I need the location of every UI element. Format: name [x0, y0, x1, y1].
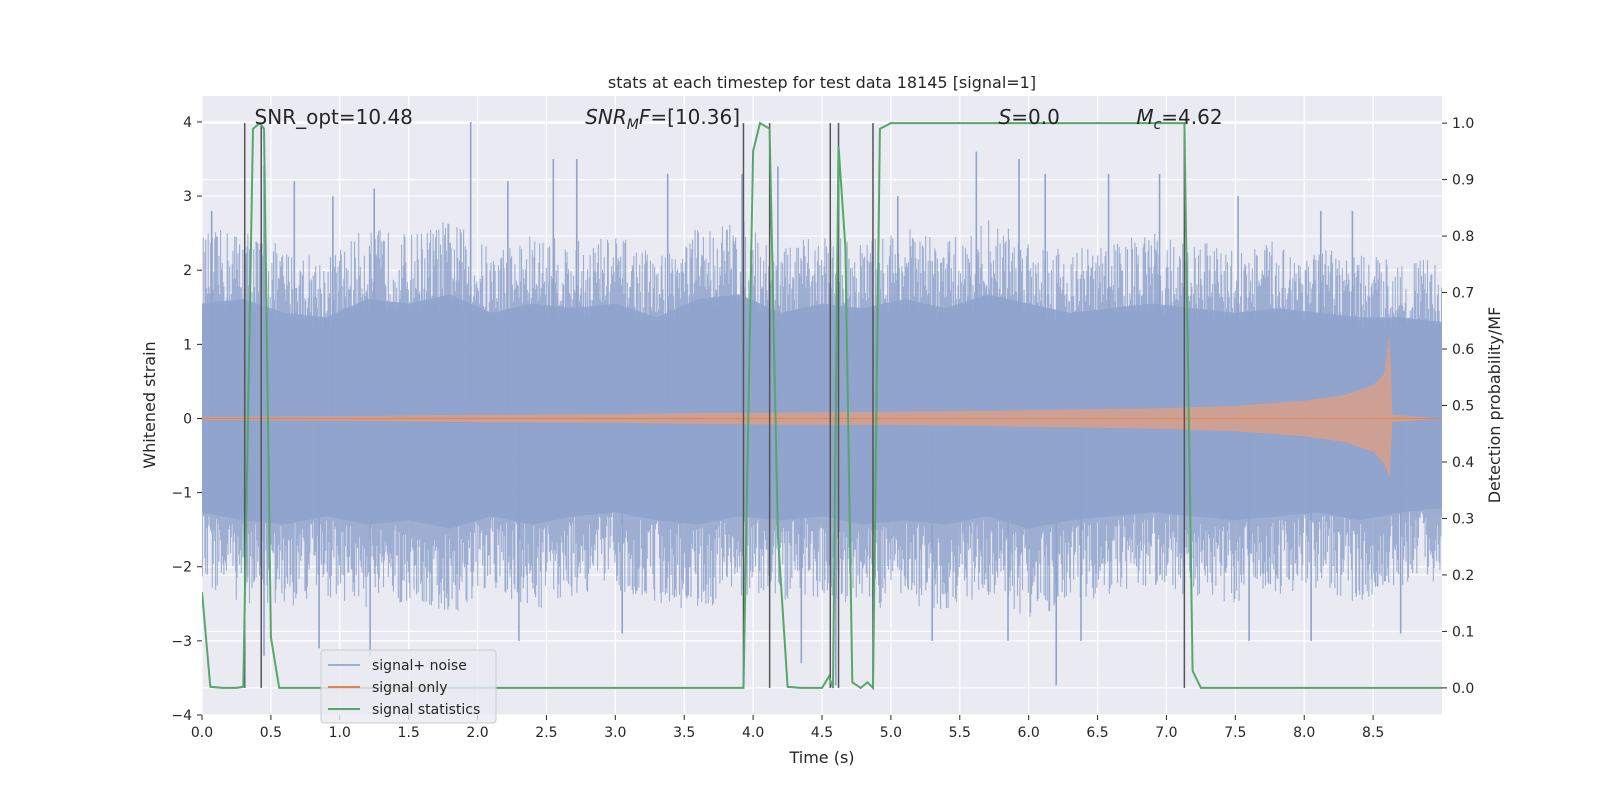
x-tick-label: 4.0 — [742, 725, 764, 741]
x-tick-label: 1.0 — [329, 725, 351, 741]
right-tick-label: 0.0 — [1452, 681, 1474, 697]
x-tick-label: 7.5 — [1224, 725, 1246, 741]
right-tick-label: 0.9 — [1452, 173, 1474, 189]
x-axis-label: Time (s) — [788, 748, 854, 767]
y-axis-ticks: −4 −3 −2 −1 0 1 2 3 4 — [171, 115, 202, 724]
right-axis-ticks: 0.0 0.1 0.2 0.3 0.4 0.5 0.6 0.7 0.8 0.9 1.0 — [1442, 116, 1474, 697]
right-tick-label: 1.0 — [1452, 116, 1474, 132]
legend-box — [320, 649, 497, 724]
annotation-text: SNRMF=[10.36] — [585, 105, 740, 133]
legend-label: signal only — [372, 680, 447, 696]
x-tick-label: 0.5 — [260, 725, 282, 741]
y-tick-label: 4 — [183, 115, 192, 131]
x-tick-label: 6.5 — [1086, 725, 1108, 741]
plot-area — [202, 121, 1442, 691]
right-tick-label: 0.4 — [1452, 455, 1474, 471]
legend-label: signal+ noise — [372, 658, 467, 674]
right-axis-label: Detection probability/MF — [1485, 307, 1504, 504]
x-tick-label: 3.5 — [673, 725, 695, 741]
annotations: SNR_opt=10.48 SNRMF=[10.36] S=0.0 Mc=4.62 — [255, 105, 1223, 133]
x-axis-ticks: 0.0 0.5 1.0 1.5 2.0 2.5 3.0 3.5 4.0 4.5 5.0 5.5 6.0 6… — [191, 715, 1384, 741]
y-tick-label: −3 — [171, 634, 192, 650]
y-tick-label: −2 — [171, 560, 192, 576]
y-tick-label: 1 — [183, 337, 192, 353]
y-tick-label: 0 — [183, 411, 192, 427]
chart-title: stats at each timestep for test data 181… — [608, 73, 1036, 92]
y-tick-label: 3 — [183, 189, 192, 205]
x-tick-label: 8.0 — [1293, 725, 1315, 741]
y-tick-label: −1 — [171, 486, 192, 502]
x-tick-label: 2.5 — [535, 725, 557, 741]
annotation-text: SNR_opt=10.48 — [255, 105, 413, 129]
x-tick-label: 8.5 — [1362, 725, 1384, 741]
right-tick-label: 0.7 — [1452, 286, 1474, 302]
signal-statistics-series — [202, 121, 1442, 691]
x-tick-label: 4.5 — [811, 725, 833, 741]
right-tick-label: 0.8 — [1452, 229, 1474, 245]
x-tick-label: 0.0 — [191, 725, 213, 741]
annotation-text: Mc=4.62 — [1136, 105, 1222, 133]
right-tick-label: 0.3 — [1452, 511, 1474, 527]
right-tick-label: 0.2 — [1452, 568, 1474, 584]
y-axis-label: Whitened strain — [140, 341, 159, 468]
x-tick-label: 1.5 — [398, 725, 420, 741]
y-tick-label: −4 — [171, 708, 192, 724]
x-tick-label: 5.5 — [949, 725, 971, 741]
x-tick-label: 6.0 — [1018, 725, 1040, 741]
right-tick-label: 0.6 — [1452, 342, 1474, 358]
right-tick-label: 0.5 — [1452, 399, 1474, 415]
x-tick-label: 7.0 — [1155, 725, 1177, 741]
legend: signal+ noise signal only signal statistic… — [320, 649, 497, 724]
x-tick-label: 5.0 — [880, 725, 902, 741]
signal-noise-band — [202, 294, 1442, 529]
annotation-text: S=0.0 — [999, 105, 1060, 129]
legend-label: signal statistics — [372, 702, 480, 718]
right-tick-label: 0.1 — [1452, 624, 1474, 640]
x-tick-label: 2.0 — [466, 725, 488, 741]
x-tick-label: 3.0 — [604, 725, 626, 741]
y-tick-label: 2 — [183, 263, 192, 279]
